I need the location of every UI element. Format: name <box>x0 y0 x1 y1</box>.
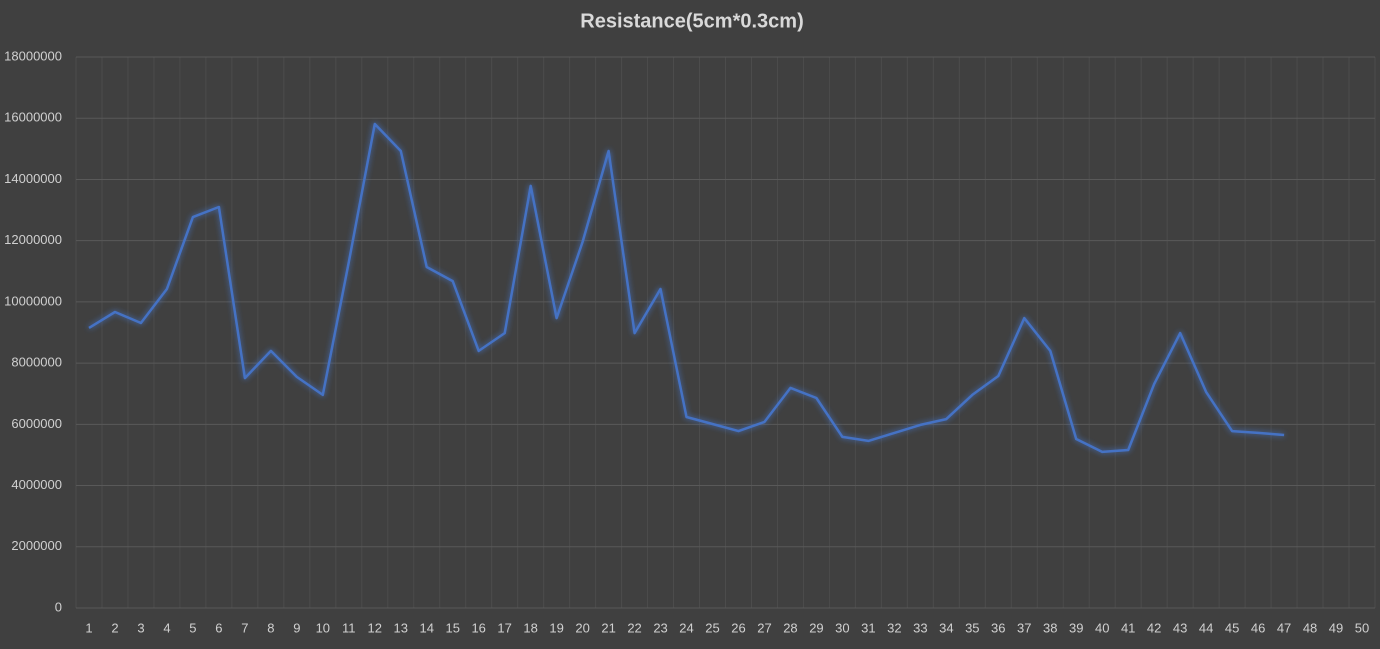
x-tick-label: 27 <box>757 620 771 635</box>
series-line <box>88 122 1285 454</box>
x-tick-label: 5 <box>189 620 196 635</box>
x-tick-label: 34 <box>939 620 953 635</box>
x-tick-label: 44 <box>1199 620 1213 635</box>
x-tick-label: 10 <box>316 620 330 635</box>
x-tick-label: 28 <box>783 620 797 635</box>
x-tick-label: 11 <box>342 620 356 635</box>
y-tick-label: 18000000 <box>4 48 62 63</box>
x-tick-label: 37 <box>1017 620 1031 635</box>
x-tick-label: 41 <box>1121 620 1135 635</box>
x-tick-label: 14 <box>419 620 433 635</box>
y-tick-label: 0 <box>55 599 62 614</box>
x-tick-label: 21 <box>601 620 615 635</box>
y-tick-label: 12000000 <box>4 232 62 247</box>
x-tick-label: 17 <box>497 620 511 635</box>
chart-title: Resistance(5cm*0.3cm) <box>580 10 803 32</box>
x-tick-label: 7 <box>241 620 248 635</box>
x-tick-label: 26 <box>731 620 745 635</box>
x-tick-label: 2 <box>111 620 118 635</box>
x-tick-label: 48 <box>1303 620 1317 635</box>
x-tick-label: 4 <box>163 620 170 635</box>
x-tick-label: 15 <box>445 620 459 635</box>
x-tick-label: 38 <box>1043 620 1057 635</box>
x-tick-label: 8 <box>267 620 274 635</box>
y-tick-label: 8000000 <box>11 355 62 370</box>
y-tick-label: 4000000 <box>11 477 62 492</box>
y-tick-label: 14000000 <box>4 171 62 186</box>
x-tick-label: 29 <box>809 620 823 635</box>
y-tick-label: 6000000 <box>11 416 62 431</box>
x-tick-label: 25 <box>705 620 719 635</box>
x-tick-label: 32 <box>887 620 901 635</box>
x-tick-label: 19 <box>549 620 563 635</box>
x-tick-label: 23 <box>653 620 667 635</box>
x-tick-label: 46 <box>1251 620 1265 635</box>
x-tick-label: 43 <box>1173 620 1187 635</box>
y-tick-label: 2000000 <box>11 538 62 553</box>
x-tick-label: 3 <box>137 620 144 635</box>
x-tick-label: 39 <box>1069 620 1083 635</box>
x-tick-label: 6 <box>215 620 222 635</box>
x-tick-label: 13 <box>394 620 408 635</box>
y-tick-label: 16000000 <box>4 110 62 125</box>
x-tick-label: 42 <box>1147 620 1161 635</box>
x-tick-label: 24 <box>679 620 693 635</box>
x-tick-label: 9 <box>293 620 300 635</box>
x-tick-label: 50 <box>1355 620 1369 635</box>
x-tick-label: 33 <box>913 620 927 635</box>
x-tick-label: 49 <box>1329 620 1343 635</box>
y-tick-label: 10000000 <box>4 293 62 308</box>
x-tick-label: 31 <box>861 620 875 635</box>
x-tick-label: 40 <box>1095 620 1109 635</box>
x-tick-label: 12 <box>368 620 382 635</box>
x-tick-label: 30 <box>835 620 849 635</box>
x-tick-label: 47 <box>1277 620 1291 635</box>
x-tick-label: 20 <box>575 620 589 635</box>
x-tick-label: 22 <box>627 620 641 635</box>
x-tick-label: 36 <box>991 620 1005 635</box>
x-tick-label: 18 <box>523 620 537 635</box>
x-tick-label: 16 <box>471 620 485 635</box>
x-tick-label: 1 <box>85 620 92 635</box>
x-tick-label: 45 <box>1225 620 1239 635</box>
x-tick-label: 35 <box>965 620 979 635</box>
